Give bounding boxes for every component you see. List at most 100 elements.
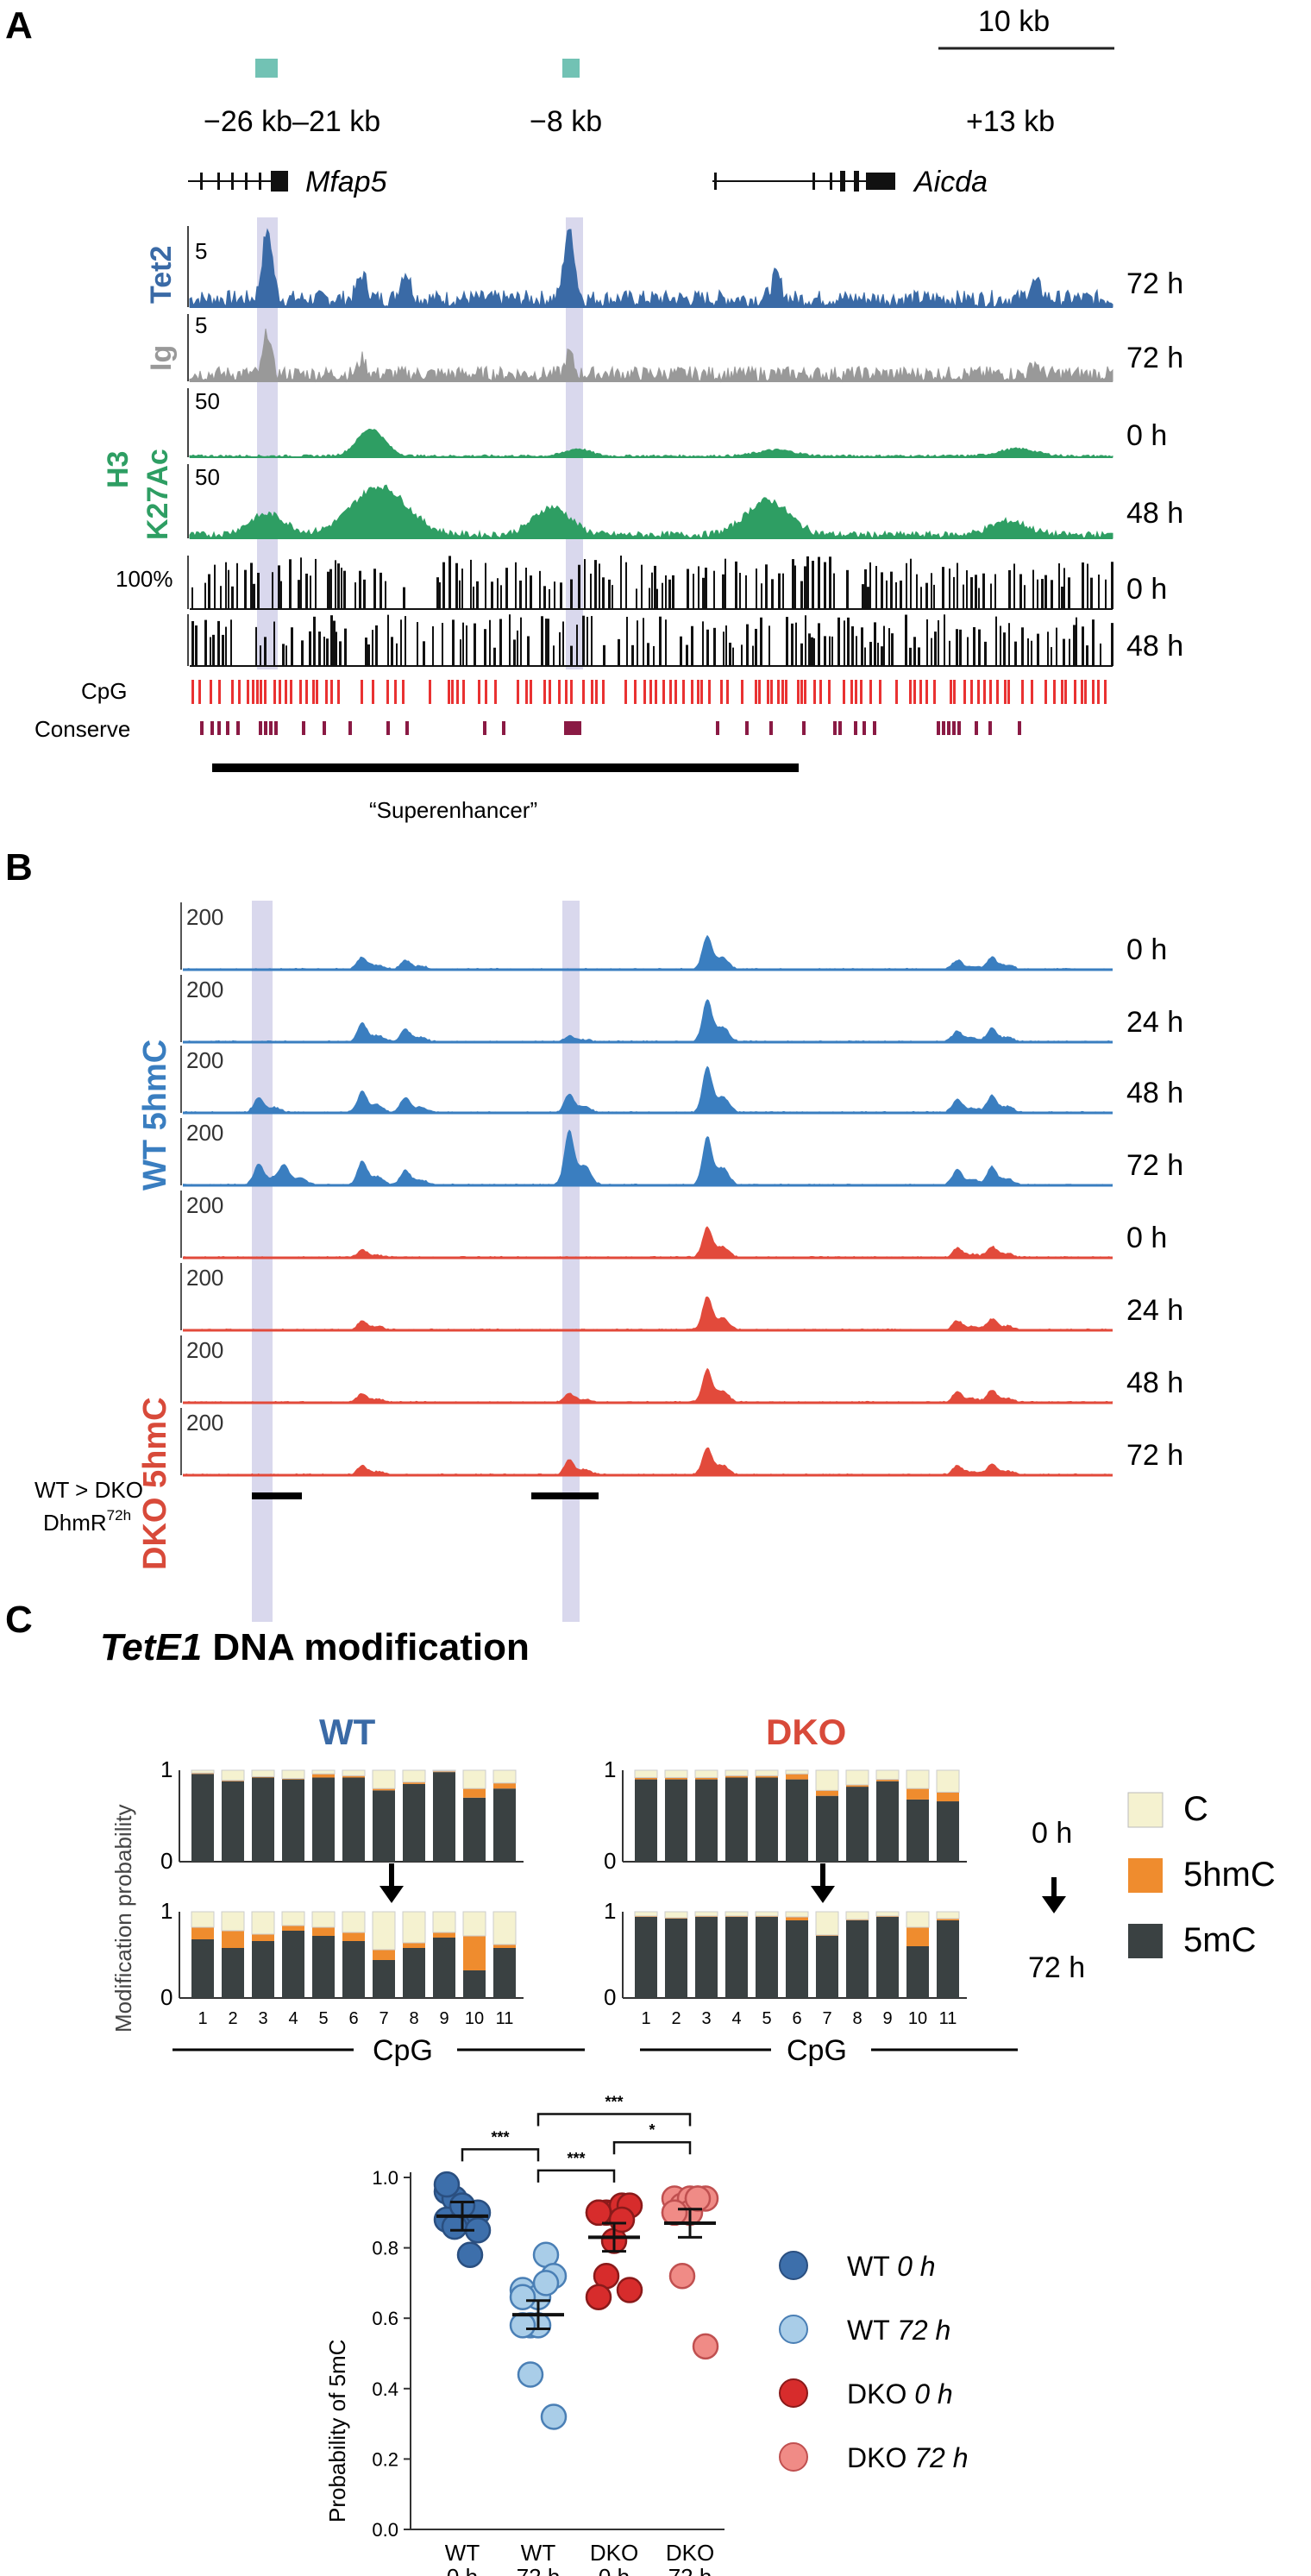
cpg-site bbox=[238, 680, 241, 704]
wt-0h-bar-5hmc bbox=[373, 1788, 395, 1791]
significance-label: * bbox=[649, 2121, 655, 2139]
methylation-48h-bar bbox=[944, 614, 945, 666]
methylation-0h-bar bbox=[1032, 569, 1034, 609]
dko-0h-bar-5mc bbox=[937, 1801, 959, 1862]
significance-bracket bbox=[461, 2148, 540, 2162]
wt-72h-bar-5mc bbox=[222, 1948, 244, 1998]
hmc-track-scale: 200 bbox=[186, 1265, 223, 1291]
dko-72h-bar-5hmc bbox=[937, 1919, 959, 1920]
wt-72h-bar-5hmc bbox=[493, 1945, 516, 1948]
methylation-0h-bar bbox=[875, 566, 877, 609]
methylation-0h-bar bbox=[881, 572, 883, 609]
panel-a-letter: A bbox=[5, 4, 33, 47]
methylation-48h-bar bbox=[883, 625, 885, 666]
methylation-48h-bar bbox=[891, 633, 894, 666]
methylation-0h-bar bbox=[920, 587, 922, 609]
dko-72h-bar-c bbox=[724, 1911, 749, 1917]
scatter-point bbox=[661, 2199, 688, 2227]
dko-0h-bar-5hmc bbox=[906, 1788, 929, 1800]
methylation-48h-bar bbox=[1047, 631, 1049, 666]
cpg-site bbox=[273, 680, 276, 704]
conservation-block bbox=[323, 721, 326, 735]
methylation-0h-bar bbox=[244, 569, 247, 609]
conservation-block bbox=[386, 721, 390, 735]
methylation-0h-bar bbox=[771, 579, 774, 609]
methylation-0h-bar bbox=[702, 577, 705, 609]
wt-0h-bar-5hmc bbox=[342, 1775, 365, 1778]
methylation-0h-bar bbox=[436, 577, 439, 609]
methylation-0h-bar bbox=[1013, 563, 1015, 609]
methylation-0h-bar bbox=[442, 562, 445, 609]
wt-0h-bar-5hmc bbox=[252, 1776, 274, 1778]
methylation-0h-track bbox=[190, 556, 1113, 610]
methylation-0h-bar bbox=[236, 562, 238, 609]
wt-0h-bar-5mc bbox=[493, 1788, 516, 1862]
methylation-0h-bar bbox=[662, 582, 663, 609]
cpg-site bbox=[970, 680, 973, 704]
wt-72h-bar-c bbox=[402, 1911, 426, 1944]
methylation-48h-bar bbox=[851, 625, 854, 666]
methylation-48h-bar bbox=[861, 627, 863, 666]
h3k27ac-48h-signal bbox=[189, 484, 1113, 540]
cpg-site bbox=[1104, 680, 1107, 704]
cpg-site bbox=[462, 680, 465, 704]
dko-0h-bar-c bbox=[634, 1769, 658, 1778]
scatter-legend-dot-wt-72h bbox=[779, 2315, 808, 2344]
methylation-0h-bar bbox=[735, 561, 737, 609]
methylation-0h-bar bbox=[385, 581, 386, 609]
methylation-0h-bar bbox=[289, 559, 292, 609]
conservation-block bbox=[226, 721, 229, 735]
cpg-site bbox=[1092, 680, 1095, 704]
dko-72h-bar-c bbox=[845, 1911, 869, 1920]
wt-0h-bar-5mc bbox=[433, 1772, 455, 1862]
methylation-0h-bar bbox=[886, 580, 888, 609]
legend-label-5hmc: 5hmC bbox=[1183, 1856, 1276, 1894]
methylation-48h-bar bbox=[811, 637, 813, 666]
dko-0h-bar-c bbox=[815, 1769, 839, 1791]
conservation-block bbox=[854, 721, 857, 735]
methylation-48h-bar bbox=[1051, 647, 1052, 666]
methylation-48h-bar bbox=[913, 637, 916, 666]
dko-0h-bar-5hmc bbox=[756, 1775, 778, 1778]
cpg-site bbox=[643, 680, 646, 704]
dko-cpg-tick: 9 bbox=[882, 2009, 892, 2028]
cpg-site bbox=[1044, 680, 1047, 704]
dko-0h-bar-5mc bbox=[635, 1779, 657, 1862]
dko-72h-ytick-0: 0 bbox=[604, 1984, 616, 2010]
conservation-block bbox=[873, 721, 876, 735]
methylation-0h-bar bbox=[1024, 585, 1026, 609]
methylation-48h-bar bbox=[752, 645, 754, 666]
methylation-48h-bar bbox=[432, 625, 434, 666]
methylation-48h-bar bbox=[548, 619, 549, 666]
methylation-48h-bar bbox=[725, 625, 727, 666]
methylation-0h-bar bbox=[280, 581, 282, 609]
wt-cpg-tick: 7 bbox=[379, 2009, 388, 2028]
cpg-site bbox=[558, 680, 561, 704]
wt-72h-bar-5hmc bbox=[463, 1936, 486, 1970]
methylation-0h-bar bbox=[1087, 563, 1088, 609]
scatter-point bbox=[532, 2270, 560, 2296]
methylation-48h-bar bbox=[706, 629, 709, 666]
cpg-site bbox=[669, 680, 672, 704]
legend-swatch-5mc bbox=[1128, 1924, 1163, 1958]
methylation-48h-bar bbox=[837, 617, 840, 666]
methylation-48h-bar bbox=[553, 645, 555, 666]
dko-cpg-tick: 5 bbox=[762, 2009, 771, 2028]
hmc-track-signal-dko bbox=[183, 1226, 1113, 1258]
methylation-48h-bar bbox=[844, 620, 845, 666]
methylation-48h-bar bbox=[509, 614, 511, 666]
hmc-track-signal-dko bbox=[183, 1447, 1113, 1475]
gene-label-aicda: Aicda bbox=[913, 166, 988, 198]
methylation-0h-bar bbox=[1090, 577, 1093, 609]
scatter-xtick-label: WT bbox=[521, 2540, 556, 2566]
methylation-48h-bar bbox=[1037, 633, 1039, 666]
scatter-point bbox=[684, 2185, 712, 2212]
dko-72h-bar-c bbox=[755, 1911, 779, 1917]
methylation-0h-bar bbox=[485, 562, 486, 609]
cpg-site bbox=[1021, 680, 1024, 704]
dko-0h-bar-c bbox=[845, 1769, 869, 1786]
hmc-track-scale: 200 bbox=[186, 1410, 223, 1436]
cpg-site bbox=[767, 680, 769, 704]
methylation-48h-bar bbox=[877, 643, 879, 666]
methylation-48h-bar bbox=[339, 641, 342, 666]
